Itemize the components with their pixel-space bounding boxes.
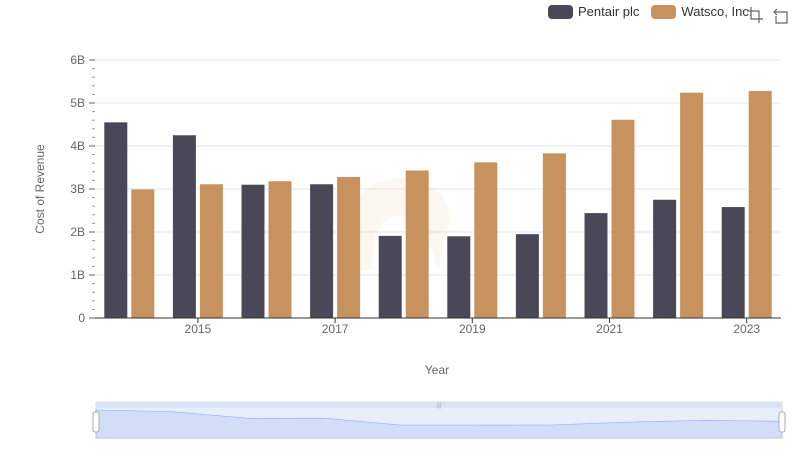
bar-pentair-2020[interactable]: [515, 234, 539, 318]
legend-swatch-pentair: [548, 4, 573, 19]
bar-watsco-2018[interactable]: [405, 170, 429, 318]
bar-watsco-2014[interactable]: [131, 189, 155, 318]
bar-watsco-2015[interactable]: [199, 184, 223, 318]
y-tick-label: 1B: [70, 268, 85, 282]
bar-pentair-2015[interactable]: [172, 135, 196, 318]
bar-series: [104, 90, 772, 319]
bar-watsco-2021[interactable]: [611, 119, 635, 319]
legend-label-pentair: Pentair plc: [578, 4, 640, 19]
y-minor-ticks: [92, 68, 95, 310]
legend-swatch-watsco: [651, 4, 677, 19]
bar-watsco-2019[interactable]: [474, 162, 498, 318]
slider-grip-icon: |||: [437, 403, 442, 409]
bar-pentair-2022[interactable]: [653, 199, 677, 318]
slider-top-bar[interactable]: [96, 402, 782, 408]
bar-pentair-2019[interactable]: [447, 236, 471, 318]
bar-pentair-2016[interactable]: [241, 184, 265, 318]
bar-pentair-2023[interactable]: [721, 207, 745, 318]
slider-handle-right[interactable]: [778, 411, 786, 433]
legend-label-watsco: Watsco, Inc.: [681, 4, 753, 19]
y-tick-label: 4B: [70, 139, 85, 153]
slider-handle-left[interactable]: [92, 411, 100, 433]
zoom-select-icon[interactable]: [746, 6, 764, 24]
x-tick-label: 2015: [185, 322, 212, 336]
legend-item-watsco[interactable]: Watsco, Inc.: [651, 4, 752, 19]
bar-watsco-2022[interactable]: [680, 92, 704, 319]
y-axis-label: Cost of Revenue: [33, 144, 47, 234]
legend: Pentair plc Watsco, Inc.: [548, 4, 764, 19]
x-tick-label: 2019: [459, 322, 486, 336]
bar-pentair-2018[interactable]: [378, 235, 402, 318]
y-tick-label: 3B: [70, 182, 85, 196]
x-axis-label: Year: [425, 363, 449, 377]
x-tick-labels: 2015 2017 2019 2021 2023: [185, 318, 760, 336]
legend-item-pentair[interactable]: Pentair plc: [548, 4, 639, 19]
zoom-reset-icon[interactable]: [772, 6, 790, 24]
bar-pentair-2017[interactable]: [310, 184, 334, 318]
y-tick-label: 5B: [70, 96, 85, 110]
y-tick-labels: 0 1B 2B 3B 4B 5B 6B: [70, 53, 95, 325]
bar-watsco-2017[interactable]: [337, 176, 361, 318]
y-tick-label: 2B: [70, 225, 85, 239]
bar-pentair-2021[interactable]: [584, 213, 608, 318]
y-tick-label: 0: [78, 311, 85, 325]
bar-pentair-2014[interactable]: [104, 122, 128, 318]
bar-watsco-2016[interactable]: [268, 181, 292, 318]
data-zoom-slider[interactable]: |||: [92, 401, 786, 439]
y-tick-label: 6B: [70, 53, 85, 67]
x-tick-label: 2017: [322, 322, 349, 336]
x-tick-label: 2021: [596, 322, 623, 336]
bar-watsco-2020[interactable]: [542, 153, 566, 318]
bar-watsco-2023[interactable]: [748, 90, 772, 319]
toolbox: [746, 6, 798, 24]
x-tick-label: 2023: [733, 322, 760, 336]
